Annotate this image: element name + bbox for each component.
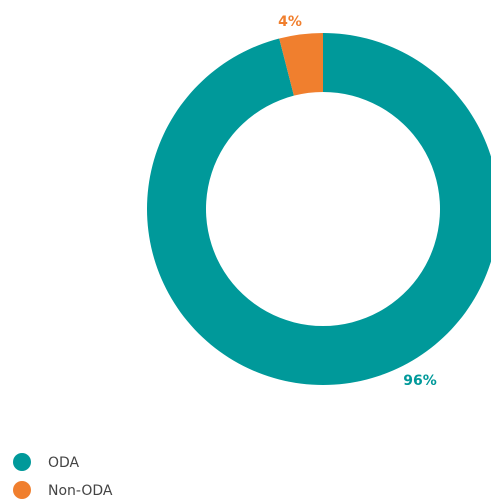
slice [279,33,323,96]
slice [147,33,491,385]
legend-swatch [13,453,31,471]
legend-label: Non-ODA [48,483,113,499]
legend-swatch [13,481,31,499]
legend-label: ODA [48,455,80,471]
value-label: 96% [403,373,437,389]
value-label: 4% [278,14,302,30]
